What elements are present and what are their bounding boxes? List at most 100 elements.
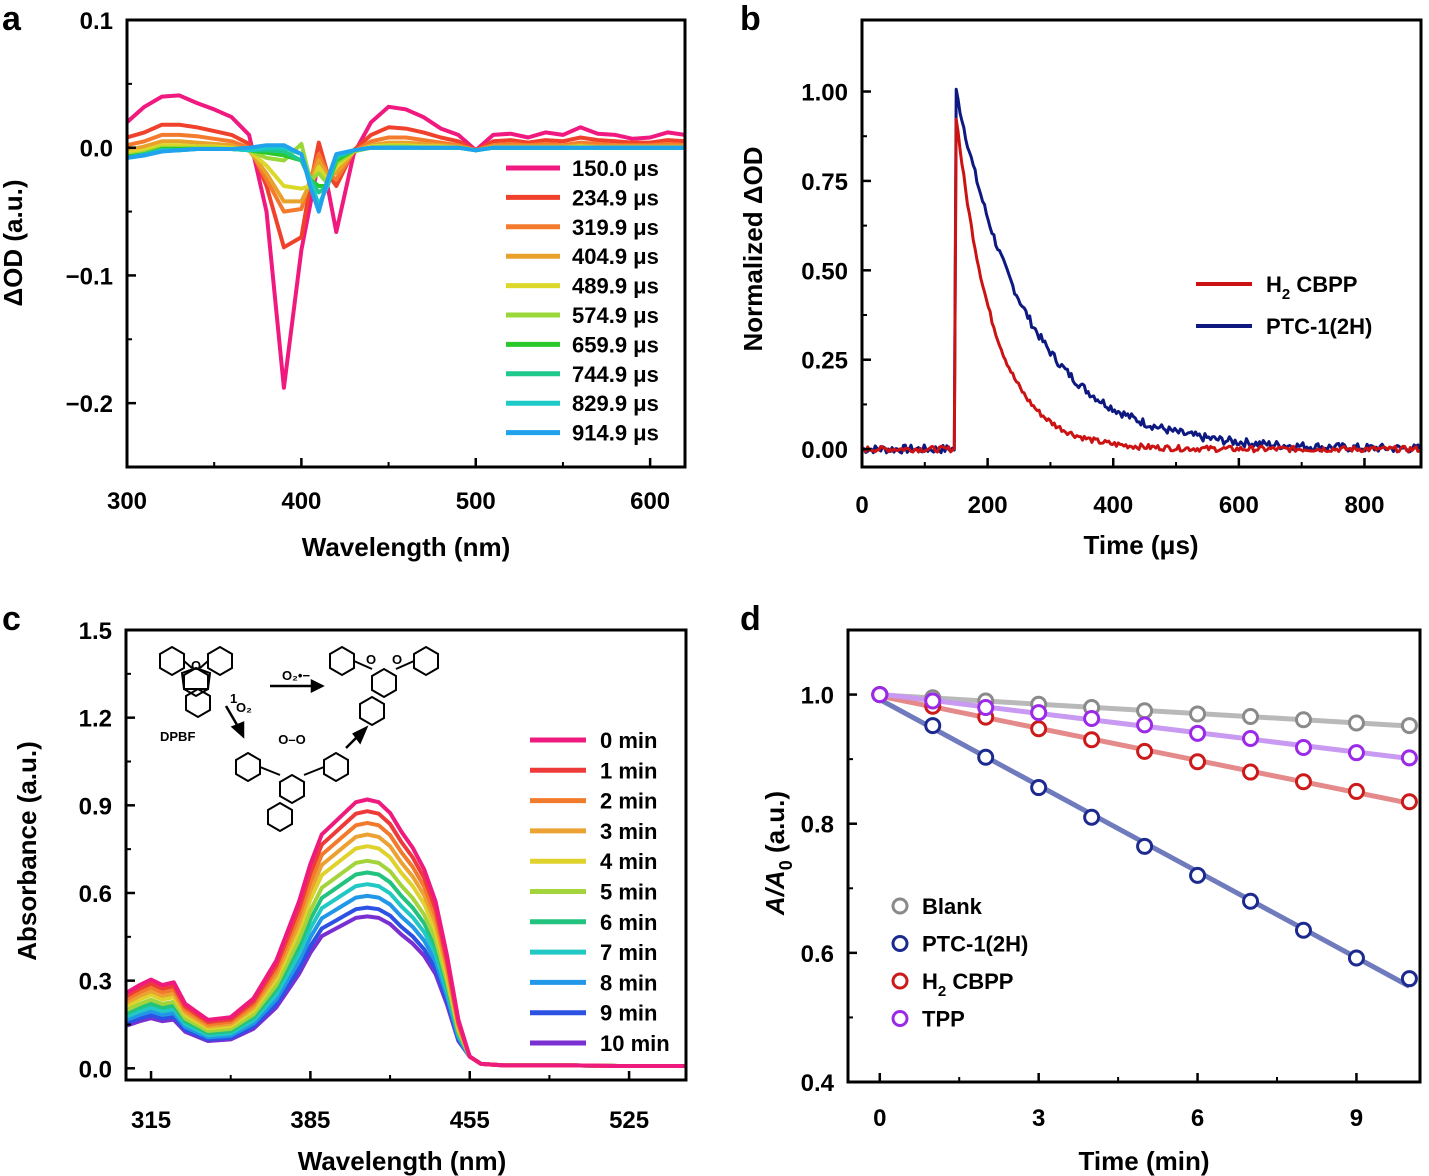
data-point-0	[1347, 714, 1365, 732]
series-line-0	[124, 797, 686, 1068]
x-tick-label: 400	[281, 488, 321, 515]
legend-label-1: PTC-1(2H)	[1266, 314, 1372, 339]
data-point-2	[1400, 793, 1418, 811]
legend-marker-3	[891, 1010, 909, 1027]
x-tick-label: 6	[1191, 1105, 1204, 1132]
data-point-1	[1400, 970, 1418, 988]
legend-label-4: 489.9 μs	[572, 274, 659, 299]
x-tick-label: 315	[131, 1107, 171, 1134]
legend-label-1: 234.9 μs	[572, 185, 659, 210]
plot-frame-c	[124, 628, 688, 1082]
data-point-2	[1136, 742, 1154, 760]
y-tick-label: 1.00	[801, 80, 848, 107]
legend-label-1: PTC-1(2H)	[922, 932, 1028, 957]
legend-label-main: H	[922, 969, 938, 994]
y-axis-label-d-rest: (a.u.)	[760, 791, 790, 860]
x-tick-label: 525	[609, 1107, 649, 1134]
x-tick-label: 600	[1219, 492, 1259, 519]
legend-label-9: 9 min	[600, 1001, 657, 1026]
data-point-2	[1189, 753, 1207, 771]
y-tick-label: 0.75	[801, 169, 848, 196]
y-tick-label: 0.0	[79, 1056, 112, 1083]
arrow-singlet-oxygen-icon	[224, 705, 245, 739]
x-axis-label-c: Wavelength (nm)	[298, 1146, 506, 1176]
x-tick-label: 385	[290, 1107, 330, 1134]
x-axis-label-a: Wavelength (nm)	[302, 532, 510, 562]
legend-label-5: 5 min	[600, 880, 657, 905]
x-tick-label: 500	[456, 488, 496, 515]
legend-label-rest: CBPP	[946, 969, 1013, 994]
data-point-3	[1347, 744, 1365, 762]
data-point-1	[1294, 921, 1312, 939]
legend-label-2: H2 CBPP	[922, 969, 1013, 1000]
x-tick-label: 0	[873, 1105, 886, 1132]
data-point-1	[1083, 808, 1101, 826]
legend-label-2: 2 min	[600, 789, 657, 814]
legend-label-sub: 2	[1282, 286, 1290, 303]
data-point-2	[1294, 773, 1312, 791]
y-tick-label: 0.9	[79, 793, 112, 820]
plot-frame-a	[125, 18, 687, 469]
legend-label-0: H2 CBPP	[1266, 272, 1357, 303]
legend-label-main: H	[1266, 272, 1282, 297]
y-axis-label-a: ΔOD (a.u.)	[0, 179, 28, 306]
y-tick-label: −0.1	[66, 263, 113, 290]
plot-frame-b	[860, 18, 1423, 469]
legend-label-0: Blank	[922, 894, 983, 919]
superoxide-label: O₂•−	[282, 668, 310, 683]
diketone-oxygen-1: O	[366, 652, 376, 667]
x-axis-label-d: Time (min)	[1079, 1146, 1210, 1176]
y-tick-label: 1.0	[801, 683, 834, 710]
data-point-0	[1242, 708, 1260, 726]
data-point-3	[924, 692, 942, 710]
legend-label-7: 7 min	[600, 940, 657, 965]
legend-label-10: 10 min	[600, 1031, 670, 1056]
y-axis-label-d-main: A/A	[760, 870, 790, 916]
y-tick-label: 0.8	[801, 812, 834, 839]
y-tick-label: 1.5	[79, 618, 112, 645]
legend-label-sub: 2	[938, 983, 946, 1000]
data-point-1	[924, 717, 942, 735]
legend-label-1: 1 min	[600, 758, 657, 783]
legend-marker-0	[891, 897, 909, 915]
data-point-3	[1242, 729, 1260, 747]
endoperoxide-molecule-icon	[235, 751, 349, 833]
legend-label-6: 659.9 μs	[572, 332, 659, 357]
data-point-2	[1242, 763, 1260, 781]
legend-label-4: 4 min	[600, 849, 657, 874]
y-axis-label-d-sub: 0	[776, 860, 796, 870]
data-point-0	[1400, 717, 1418, 735]
legend-label-3: 404.9 μs	[572, 244, 659, 269]
data-point-1	[1030, 779, 1048, 797]
data-point-2	[1347, 782, 1365, 800]
y-axis-label-c: Absorbance (a.u.)	[12, 741, 42, 961]
data-point-1	[1347, 949, 1365, 967]
singlet-oxygen-label: O₂	[236, 700, 252, 715]
data-point-1	[1189, 866, 1207, 884]
singlet-oxygen-superscript: 1	[230, 691, 237, 706]
data-point-3	[1189, 724, 1207, 742]
data-point-2	[1083, 731, 1101, 749]
legend-label-0: 0 min	[600, 728, 657, 753]
diketone-molecule-icon	[329, 645, 439, 727]
panel-d: d 0 3 6 9 1.0 0.8 0.6 0.4 Blank PTC-1(2H) H2 CBPP…	[740, 600, 1422, 1176]
series-line-1	[126, 122, 686, 250]
y-tick-label: 0.50	[801, 258, 848, 285]
panel-label-a: a	[2, 0, 22, 38]
y-tick-label: 0.6	[79, 881, 112, 908]
legend-label-9: 914.9 μs	[572, 421, 659, 446]
dpbf-molecule-icon	[159, 645, 233, 719]
x-tick-label: 9	[1350, 1105, 1363, 1132]
data-point-1	[977, 748, 995, 766]
diketone-oxygen-2: O	[392, 652, 402, 667]
y-tick-label: −0.2	[66, 391, 113, 418]
panel-c: c 315 385 455 525 1.5 1.2 0.9 0.6 0.3 0.0 0 min 1 …	[2, 600, 688, 1176]
y-tick-label: 0.00	[801, 437, 848, 464]
data-point-0	[1189, 705, 1207, 723]
legend-label-rest: CBPP	[1290, 272, 1357, 297]
plot-frame-d	[846, 628, 1422, 1084]
panel-b: b 0 200 400 600 800 1.00 0.75 0.50 0.25 0.00 H2 C…	[738, 0, 1423, 560]
legend-label-3: 3 min	[600, 819, 657, 844]
data-point-3	[1294, 739, 1312, 757]
